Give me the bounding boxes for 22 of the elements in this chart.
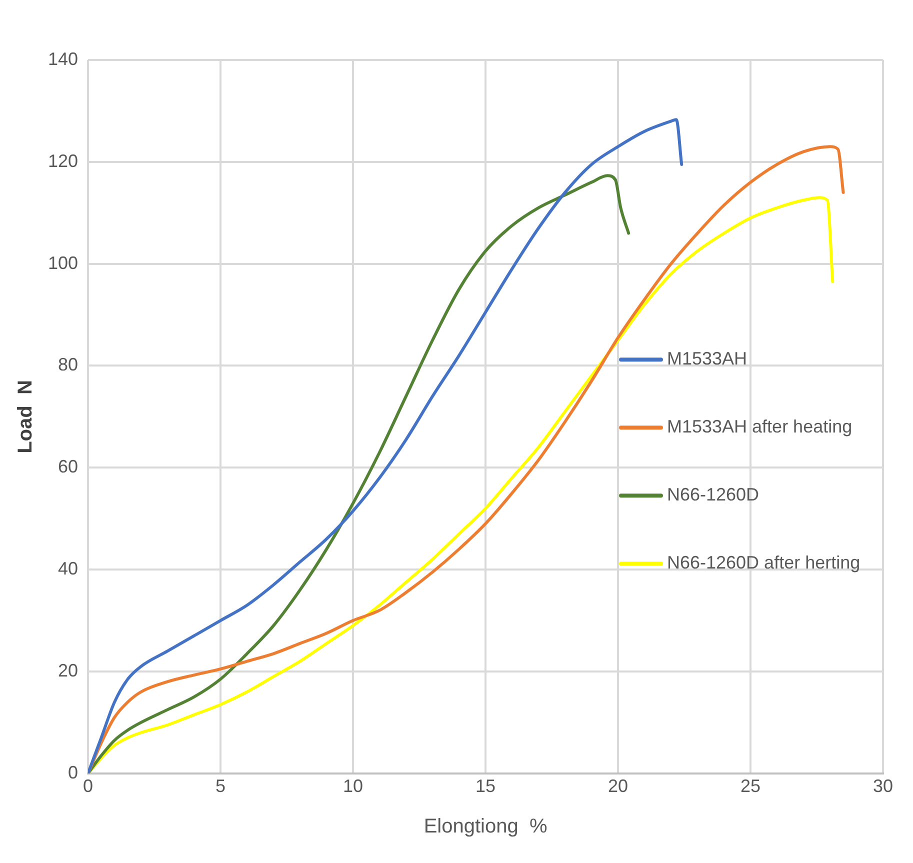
y-tick-label: 80 (58, 354, 78, 375)
line-series (88, 174, 630, 774)
legend-label: N66-1260D (667, 484, 760, 505)
y-tick-label: 40 (58, 558, 78, 579)
x-axis-title: Elongtiong % (424, 816, 548, 838)
legend-label: N66-1260D after herting (667, 552, 860, 573)
legend-label: M1533AH (667, 348, 748, 369)
y-tick-label: 0 (68, 762, 78, 782)
y-tick-label: 140 (48, 48, 78, 69)
x-tick-label: 15 (476, 776, 496, 796)
y-tick-label: 120 (48, 150, 78, 171)
y-tick-label: 60 (58, 456, 78, 477)
y-tick-label: 20 (58, 660, 78, 680)
y-tick-label: 100 (48, 252, 78, 273)
y-axis-title: Load N (14, 380, 37, 454)
x-tick-label: 5 (216, 776, 226, 796)
x-tick-label: 30 (872, 776, 894, 796)
x-tick-label: 0 (83, 776, 94, 796)
legend-label: M1533AH after heating (667, 416, 852, 437)
x-tick-label: 10 (343, 776, 364, 796)
x-tick-label: 20 (608, 776, 628, 796)
x-tick-label: 25 (740, 776, 761, 796)
